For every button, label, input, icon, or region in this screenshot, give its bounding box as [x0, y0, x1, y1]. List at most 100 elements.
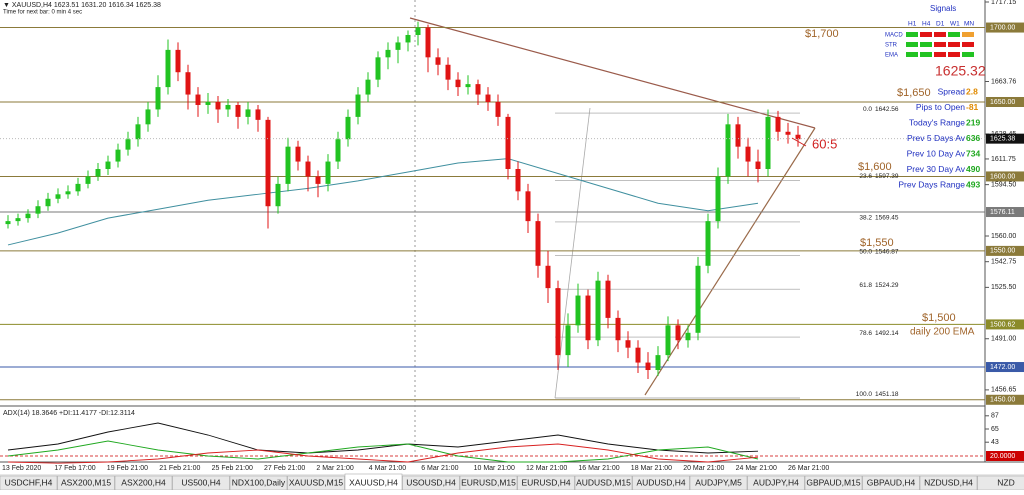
candle-body: [776, 117, 781, 132]
fib-price: 1492.14: [875, 330, 899, 337]
tab-label[interactable]: ASX200,H4: [121, 477, 166, 487]
adx-tick-label: 43: [991, 439, 999, 446]
tab-label[interactable]: XAUUSD,M15: [289, 477, 344, 487]
x-tick-label: 17 Feb 17:00: [54, 465, 95, 472]
stat-label: Prev 10 Day Av: [907, 148, 966, 158]
tab-label[interactable]: GBPAUD,M15: [806, 477, 860, 487]
candle-body: [166, 50, 171, 87]
candle-body: [316, 176, 321, 183]
level-annotation: $1,600: [858, 161, 892, 173]
candle-body: [646, 363, 651, 370]
candle-body: [756, 162, 761, 169]
fib-ratio: 100.0: [856, 391, 873, 398]
x-tick-label: 19 Feb 21:00: [107, 465, 148, 472]
candle-body: [476, 84, 481, 94]
tab-label[interactable]: USOUSD,H4: [406, 477, 456, 487]
adx-label: ADX(14) 18.3646 +DI:11.4177 -DI:12.3114: [3, 410, 135, 417]
candle-body: [736, 124, 741, 146]
candle-body: [376, 57, 381, 79]
candle-body: [386, 50, 391, 57]
stat-value: 493: [966, 179, 980, 189]
signal-cell: [906, 32, 918, 37]
candle-body: [746, 147, 751, 162]
stat-label: Prev 5 Days Av: [907, 133, 966, 143]
level-label: 1550.00: [990, 248, 1015, 255]
tab-label[interactable]: AUDUSD,M15: [576, 477, 631, 487]
candle-body: [116, 150, 121, 162]
x-tick-label: 20 Mar 21:00: [683, 465, 724, 472]
stat-value: -81: [966, 102, 979, 112]
candle-body: [16, 218, 21, 221]
candle-body: [516, 169, 521, 191]
signal-cell: [934, 52, 946, 57]
tab-label[interactable]: EURUSD,H4: [521, 477, 570, 487]
candle-body: [706, 221, 711, 266]
x-tick-label: 21 Feb 21:00: [159, 465, 200, 472]
candle-body: [626, 340, 631, 347]
current-price-big: 1625.32: [935, 63, 986, 79]
tab-label[interactable]: ASX200,M15: [61, 477, 111, 487]
signal-row: STR: [885, 43, 898, 49]
signal-cell: [906, 42, 918, 47]
level-label: 1650.00: [990, 99, 1015, 106]
tab-label[interactable]: GBPAUD,H4: [867, 477, 916, 487]
level-label: 1700.00: [990, 24, 1015, 31]
candle-body: [696, 266, 701, 333]
candle-body: [676, 325, 681, 340]
candle-body: [786, 132, 791, 135]
tab-label[interactable]: NZD: [997, 477, 1014, 487]
signals-title: Signals: [930, 4, 956, 13]
candle-body: [636, 348, 641, 363]
fib-price: 1546.87: [875, 248, 899, 255]
tab-label[interactable]: NZDUSD,H4: [924, 477, 973, 487]
level-annotation: daily 200 EMA: [910, 327, 975, 338]
signal-cell: [920, 52, 932, 57]
level-label: 1472.00: [990, 364, 1015, 371]
candle-body: [106, 162, 111, 169]
x-tick-label: 27 Feb 21:00: [264, 465, 305, 472]
candle-body: [536, 221, 541, 266]
signal-cell: [920, 32, 932, 37]
stat-label: Pips to Open: [916, 102, 965, 112]
stat-value: 734: [966, 148, 980, 158]
candle-body: [406, 35, 411, 42]
candle-body: [76, 184, 81, 191]
y-tick-label: 1525.50: [991, 284, 1016, 291]
tab-label[interactable]: AUDJPY,H4: [753, 477, 799, 487]
candle-body: [96, 169, 101, 176]
candle-body: [36, 206, 41, 213]
candle-body: [456, 80, 461, 87]
candle-body: [186, 72, 191, 94]
candle-body: [46, 199, 51, 206]
signal-cell: [962, 52, 974, 57]
ratio-note: 60:5: [812, 136, 837, 151]
tab-label[interactable]: XAUUSD,H4: [349, 477, 398, 487]
signal-cell: [962, 42, 974, 47]
tab-label[interactable]: NDX100,Daily: [232, 477, 286, 487]
tab-label[interactable]: EURUSD,M15: [461, 477, 516, 487]
signal-row: MACD: [885, 33, 903, 39]
y-tick-label: 1560.00: [991, 233, 1016, 240]
signal-cell: [948, 52, 960, 57]
candle-body: [466, 84, 471, 87]
tab-label[interactable]: AUDUSD,H4: [636, 477, 685, 487]
signal-cell: [948, 32, 960, 37]
tab-label[interactable]: US500,H4: [181, 477, 220, 487]
stat-label: Today's Range: [909, 117, 965, 127]
candle-body: [446, 65, 451, 80]
candle-body: [6, 221, 11, 224]
tab-label[interactable]: USDCHF,H4: [5, 477, 53, 487]
candle-body: [156, 87, 161, 109]
x-tick-label: 13 Feb 2020: [2, 465, 41, 472]
signal-col: D1: [936, 21, 945, 28]
tab-label[interactable]: AUDJPY,M5: [695, 477, 742, 487]
candle-body: [176, 50, 181, 72]
candle-body: [436, 57, 441, 64]
candle-body: [196, 95, 201, 105]
candle-body: [726, 124, 731, 176]
candle-body: [266, 120, 271, 206]
y-tick-label: 1611.75: [991, 156, 1016, 163]
candle-body: [226, 105, 231, 109]
adx-level-label: 20.0000: [990, 453, 1015, 460]
candle-body: [666, 325, 671, 355]
